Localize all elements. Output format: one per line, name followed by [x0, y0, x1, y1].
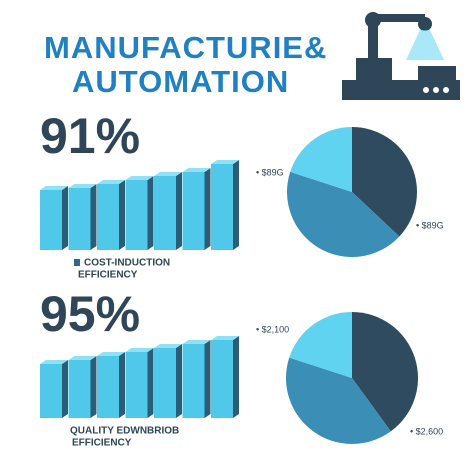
- pie-slice: [290, 127, 352, 192]
- bar: [68, 360, 91, 418]
- bar: [40, 190, 62, 250]
- bar-top: [154, 172, 182, 176]
- pie-label: • $89G: [256, 167, 284, 177]
- bar-top: [154, 344, 182, 348]
- legend-line-1: QUALITY EDWNBRIOB: [70, 426, 179, 437]
- bar: [154, 348, 176, 418]
- bar-side: [119, 352, 125, 418]
- bar-top: [211, 336, 239, 340]
- bar-side: [233, 160, 239, 250]
- bar-side: [204, 168, 211, 250]
- stat: 95%: [40, 286, 140, 342]
- legend-line-2: EFFICIENCY: [78, 270, 138, 281]
- bar: [211, 164, 233, 250]
- title-line-1: MANUFACTURIE&: [44, 30, 327, 65]
- bar-top: [40, 360, 68, 364]
- bar-top: [182, 168, 211, 172]
- bar: [97, 356, 119, 418]
- legend-line-1: COST-INDUCTION: [84, 258, 170, 269]
- stat: 91%: [40, 108, 140, 164]
- bar-top: [68, 356, 97, 360]
- bar: [97, 184, 119, 250]
- bar-side: [62, 360, 68, 418]
- bar-top: [211, 160, 239, 164]
- bar-top: [40, 186, 68, 190]
- bar-side: [147, 348, 154, 418]
- legend-line-2: EFFICIENCY: [72, 438, 132, 449]
- bar-side: [119, 180, 125, 250]
- bar-top: [125, 176, 154, 180]
- pie-label: • $2,600: [410, 426, 443, 436]
- bar-side: [90, 184, 97, 250]
- bar: [154, 176, 176, 250]
- pie-slice: [287, 171, 400, 257]
- bar-side: [233, 336, 239, 418]
- bar-side: [90, 356, 97, 418]
- bar-top: [182, 340, 211, 344]
- pie-slice: [289, 312, 352, 378]
- bar-side: [176, 172, 182, 250]
- pie-slice: [352, 127, 417, 237]
- bar: [125, 352, 148, 418]
- bar: [211, 340, 233, 418]
- bar-top: [97, 180, 125, 184]
- pie-slice: [286, 357, 391, 445]
- bar-top: [68, 184, 97, 188]
- bar: [40, 364, 62, 418]
- bar-side: [147, 176, 154, 250]
- bar: [68, 188, 91, 250]
- robot-icon: [342, 12, 460, 100]
- legend-swatch: [74, 259, 80, 266]
- pie-label: • $89G: [416, 220, 444, 230]
- title-line-2: AUTOMATION: [72, 64, 289, 99]
- pie-label: • $2,100: [256, 324, 289, 334]
- bar-top: [125, 348, 154, 352]
- bar-side: [62, 186, 68, 250]
- bar: [182, 344, 205, 418]
- bar: [182, 172, 205, 250]
- bar-side: [204, 340, 211, 418]
- bar: [125, 180, 148, 250]
- bar-top: [97, 352, 125, 356]
- bar-side: [176, 344, 182, 418]
- pie-slice: [352, 312, 418, 432]
